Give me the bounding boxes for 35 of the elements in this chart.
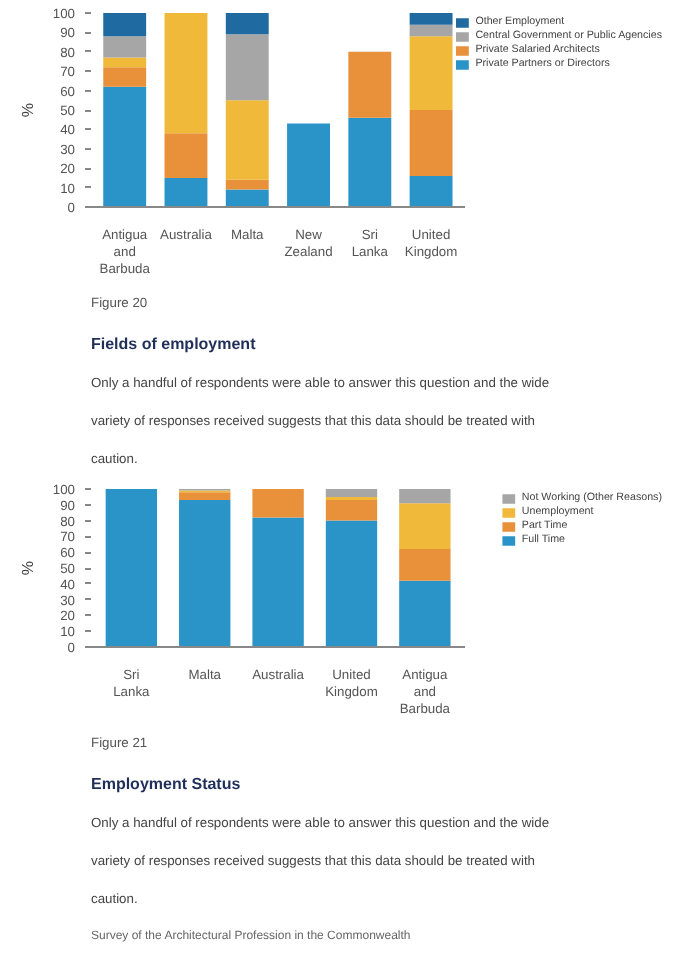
bar	[348, 51, 392, 118]
bar	[325, 489, 378, 497]
bar	[348, 117, 392, 207]
bar	[164, 177, 208, 207]
bar	[409, 36, 453, 110]
bar	[399, 580, 451, 647]
bar	[103, 86, 147, 207]
bar	[103, 67, 147, 87]
y-axis-title: %	[18, 560, 37, 576]
bar	[225, 13, 269, 35]
bar	[225, 189, 269, 207]
bar	[287, 123, 330, 207]
bar	[164, 133, 208, 178]
text: Fields of employment	[91, 335, 257, 353]
bar	[325, 520, 378, 647]
bar	[252, 489, 304, 518]
bar	[252, 517, 304, 647]
bar	[399, 489, 451, 504]
bar	[225, 179, 269, 190]
y-axis-title: %	[18, 102, 37, 118]
bar	[103, 13, 147, 37]
bar	[399, 503, 451, 550]
bar	[179, 500, 231, 647]
bar	[325, 500, 378, 521]
text: Employment Status	[91, 775, 242, 793]
bar	[225, 34, 269, 101]
bar	[164, 13, 208, 134]
bar	[409, 175, 453, 207]
bar	[225, 100, 269, 180]
bar	[399, 549, 451, 581]
bar	[103, 57, 147, 68]
bar	[103, 36, 147, 58]
bar	[409, 110, 453, 176]
bar	[179, 492, 231, 501]
bar	[105, 489, 158, 647]
